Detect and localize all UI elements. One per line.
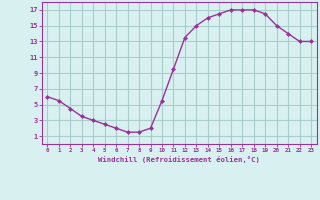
- X-axis label: Windchill (Refroidissement éolien,°C): Windchill (Refroidissement éolien,°C): [98, 156, 260, 163]
